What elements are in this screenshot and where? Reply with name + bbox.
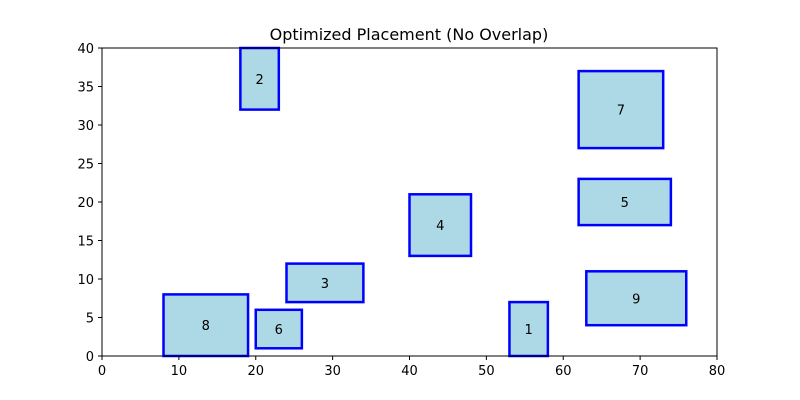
y-tick-label: 10 [77,273,94,288]
placement-rect-3: 3 [285,262,365,304]
y-tick-label: 25 [77,158,94,173]
rect-label: 3 [321,277,329,292]
x-axis: 0 10 20 30 40 50 60 70 80 [98,356,725,379]
y-tick-label: 15 [77,235,94,250]
rect-label: 7 [617,104,625,119]
x-tick-label: 10 [171,364,188,379]
rect-box [577,177,673,227]
placement-rect-6: 6 [254,308,304,350]
y-tick-label: 20 [77,196,94,211]
rect-box [239,46,281,111]
placement-rect-5: 5 [577,177,673,227]
placement-rect-4: 4 [408,193,473,258]
chart-title: Optimized Placement (No Overlap) [270,25,549,44]
y-tick-label: 35 [77,81,94,96]
x-tick-label: 40 [401,364,418,379]
x-tick-label: 60 [555,364,572,379]
x-tick-label: 30 [324,364,341,379]
rect-box [254,308,304,350]
x-tick-label: 0 [98,364,106,379]
rect-box [585,270,688,327]
rect-label: 9 [632,292,640,307]
y-axis: 0 5 10 15 20 25 30 35 40 [77,42,102,365]
y-tick-label: 5 [86,312,94,327]
x-tick-label: 70 [632,364,649,379]
rect-label: 1 [525,323,533,338]
placement-rect-2: 2 [239,46,281,111]
x-tick-label: 80 [709,364,726,379]
rect-box [162,293,250,358]
rectangles-layer: 1 2 3 4 5 6 7 8 9 [162,46,688,358]
rect-label: 4 [436,219,444,234]
placement-rect-1: 1 [508,300,550,358]
placement-rect-8: 8 [162,293,250,358]
x-tick-label: 50 [478,364,495,379]
rect-label: 2 [255,73,263,88]
placement-rect-9: 9 [585,270,688,327]
x-tick-label: 20 [247,364,264,379]
rect-label: 5 [621,196,629,211]
y-tick-label: 30 [77,119,94,134]
rect-label: 8 [202,319,210,334]
rect-box [408,193,473,258]
rect-box [577,69,665,150]
rect-label: 6 [275,323,283,338]
rect-box [285,262,365,304]
y-tick-label: 40 [77,42,94,57]
placement-rect-7: 7 [577,69,665,150]
y-tick-label: 0 [86,350,94,365]
